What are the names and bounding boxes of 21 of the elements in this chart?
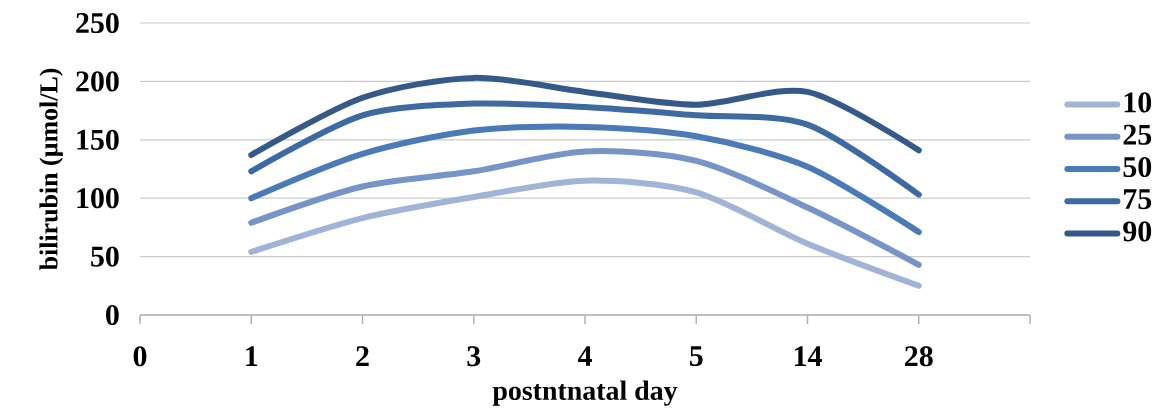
x-tick-label: 4: [577, 346, 592, 366]
x-tick-label: 1: [246, 346, 258, 366]
x-tick-label: 28: [905, 346, 933, 367]
legend-label: 10: [1124, 92, 1152, 113]
y-tick-label: 200: [76, 71, 119, 92]
y-tick-label: 250: [76, 12, 119, 34]
legend-label: 75: [1124, 189, 1152, 210]
y-tick-label: 150: [77, 129, 119, 150]
y-tick-label: 100: [77, 188, 119, 209]
legend-label: 90: [1123, 221, 1152, 242]
x-tick-label: 2: [356, 346, 369, 366]
y-tick-label: 50: [91, 246, 119, 267]
x-tick-label: 0: [133, 346, 147, 367]
legend-label: 25: [1123, 124, 1152, 145]
y-tick-label: 0: [106, 304, 119, 326]
x-tick-label: 5: [689, 346, 703, 367]
x-tick-label: 14: [794, 346, 822, 366]
x-tick-label: 3: [467, 346, 481, 367]
legend-label: 50: [1123, 156, 1152, 178]
y-axis-title: bilirubin (µmol/L): [39, 68, 63, 271]
x-axis-title: postntnatal day: [492, 380, 678, 406]
